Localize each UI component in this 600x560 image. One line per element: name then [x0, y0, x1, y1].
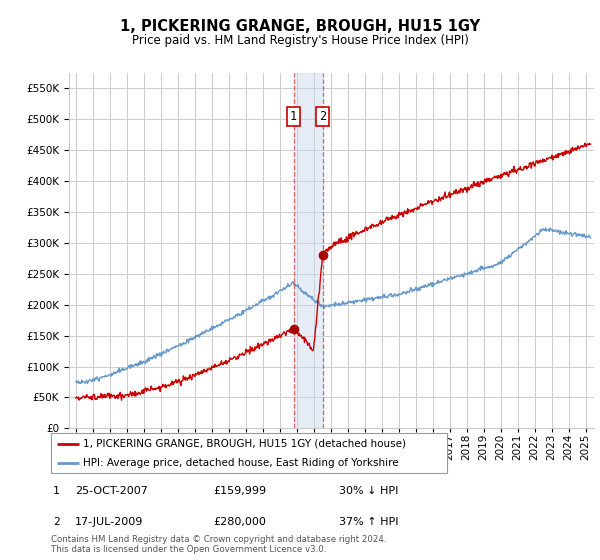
Text: £159,999: £159,999 [213, 486, 266, 496]
Text: £280,000: £280,000 [213, 517, 266, 527]
Text: 2: 2 [53, 517, 60, 527]
Text: HPI: Average price, detached house, East Riding of Yorkshire: HPI: Average price, detached house, East… [83, 458, 398, 468]
Text: 1: 1 [290, 110, 297, 123]
Text: 1: 1 [53, 486, 60, 496]
Text: 2: 2 [319, 110, 326, 123]
Text: 17-JUL-2009: 17-JUL-2009 [75, 517, 143, 527]
Text: 1, PICKERING GRANGE, BROUGH, HU15 1GY: 1, PICKERING GRANGE, BROUGH, HU15 1GY [120, 20, 480, 34]
Bar [293, 73, 323, 428]
Text: Contains HM Land Registry data © Crown copyright and database right 2024.
This d: Contains HM Land Registry data © Crown c… [51, 535, 386, 554]
Text: 37% ↑ HPI: 37% ↑ HPI [339, 517, 398, 527]
FancyBboxPatch shape [51, 433, 447, 473]
Text: 25-OCT-2007: 25-OCT-2007 [75, 486, 148, 496]
Text: 30% ↓ HPI: 30% ↓ HPI [339, 486, 398, 496]
Text: Price paid vs. HM Land Registry's House Price Index (HPI): Price paid vs. HM Land Registry's House … [131, 34, 469, 47]
Text: 1, PICKERING GRANGE, BROUGH, HU15 1GY (detached house): 1, PICKERING GRANGE, BROUGH, HU15 1GY (d… [83, 439, 406, 449]
